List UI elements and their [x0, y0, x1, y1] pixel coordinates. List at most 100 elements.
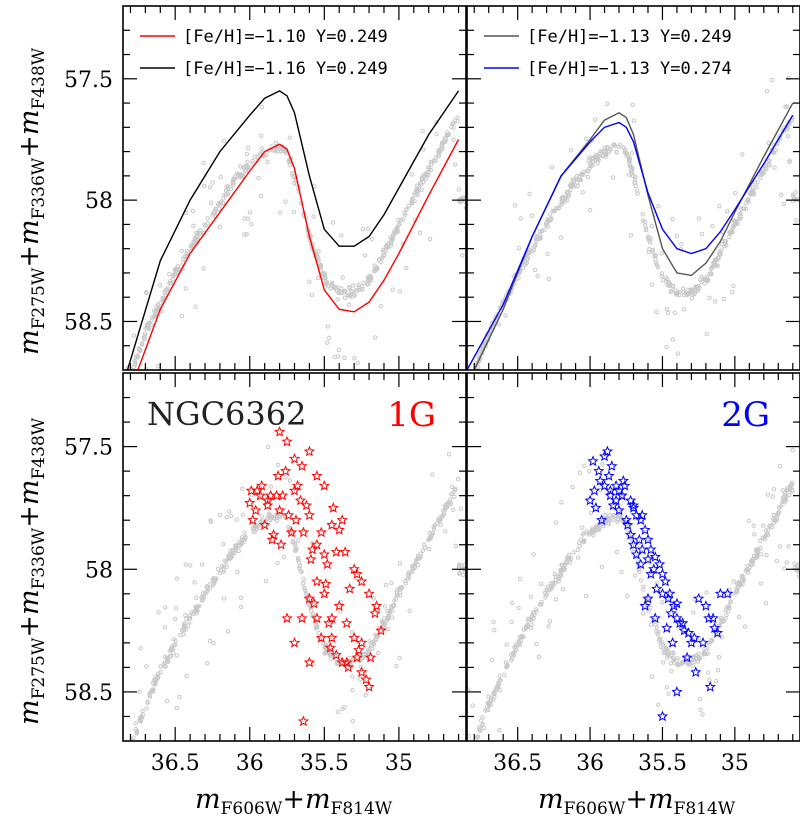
background-star: [567, 555, 572, 560]
background-star: [629, 151, 635, 156]
background-star: [585, 174, 591, 180]
background-star: [439, 140, 445, 145]
background-star: [529, 622, 534, 627]
background-star: [229, 551, 235, 556]
background-star: [333, 285, 338, 290]
background-star: [131, 333, 137, 338]
population-star: [587, 455, 599, 467]
population-star: [613, 504, 625, 516]
population-star: [327, 501, 339, 513]
background-star: [402, 210, 407, 216]
background-star: [570, 183, 575, 188]
background-star: [167, 272, 172, 277]
background-star: [223, 192, 229, 198]
background-star: [796, 574, 800, 579]
x-tick-label: 36: [576, 751, 604, 776]
background-star: [631, 118, 637, 123]
x-axis-title-left: mF606W+mF814W: [195, 784, 393, 819]
background-star: [656, 702, 661, 707]
background-star: [589, 156, 594, 162]
background-star: [774, 512, 779, 518]
population-star: [353, 644, 365, 655]
background-star: [244, 151, 250, 157]
background-star: [240, 512, 246, 517]
background-star: [299, 569, 304, 574]
background-star: [575, 184, 581, 189]
population-star: [311, 538, 323, 550]
background-star: [647, 240, 653, 245]
background-star: [777, 464, 783, 469]
population-star: [601, 445, 614, 457]
background-star: [536, 237, 542, 242]
background-star: [790, 489, 795, 494]
population-star: [267, 528, 280, 540]
background-star: [150, 687, 155, 692]
background-star: [274, 518, 280, 524]
background-star: [371, 642, 376, 647]
background-star: [194, 611, 199, 616]
background-star: [429, 160, 435, 165]
background-star: [575, 547, 580, 553]
background-star: [349, 629, 355, 635]
population-star: [303, 656, 316, 668]
population-star: [703, 612, 715, 624]
background-star: [385, 244, 390, 250]
background-star: [352, 293, 357, 298]
background-star: [778, 504, 783, 509]
background-star: [792, 561, 797, 566]
population-star: [635, 514, 647, 525]
background-star: [157, 283, 163, 288]
background-star: [349, 289, 355, 295]
population-star: [303, 445, 316, 457]
background-star: [311, 214, 316, 219]
population-star: [700, 600, 712, 611]
population-star: [677, 617, 689, 629]
background-star: [275, 149, 280, 154]
background-star: [756, 547, 761, 552]
background-star: [534, 641, 539, 647]
background-star: [614, 149, 619, 155]
background-star: [368, 275, 373, 280]
background-star: [469, 380, 472, 383]
population-star: [272, 470, 284, 481]
background-star: [661, 660, 666, 665]
background-star: [581, 531, 586, 536]
background-star: [422, 545, 428, 550]
background-star: [199, 598, 205, 603]
background-star: [767, 163, 772, 168]
background-star: [335, 354, 341, 359]
background-star: [163, 605, 168, 610]
population-star: [326, 519, 338, 530]
background-star: [124, 382, 127, 385]
population-star: [665, 607, 677, 619]
population-star: [656, 710, 669, 722]
background-star: [301, 581, 306, 586]
background-star: [372, 637, 377, 643]
background-star: [791, 192, 796, 197]
background-star: [648, 605, 653, 610]
background-star: [548, 581, 554, 586]
background-star: [790, 447, 795, 453]
population-star: [311, 575, 323, 587]
background-star: [765, 492, 771, 497]
background-star: [224, 515, 230, 520]
background-star: [649, 674, 654, 679]
background-star: [325, 324, 331, 329]
background-star: [346, 285, 352, 290]
population-stars: [584, 445, 734, 722]
population-star: [273, 425, 286, 437]
background-star: [162, 664, 167, 669]
background-star: [580, 539, 586, 544]
background-star: [375, 265, 380, 271]
background-star: [371, 640, 377, 645]
background-star: [568, 148, 574, 153]
background-star: [245, 159, 250, 165]
x-tick-label: 35.5: [300, 751, 349, 776]
background-star: [250, 158, 255, 164]
population-label: 1G: [387, 395, 436, 435]
background-star: [706, 670, 711, 675]
background-star: [514, 642, 520, 647]
background-star: [177, 694, 182, 700]
population-star: [351, 568, 363, 579]
background-star: [389, 615, 395, 620]
